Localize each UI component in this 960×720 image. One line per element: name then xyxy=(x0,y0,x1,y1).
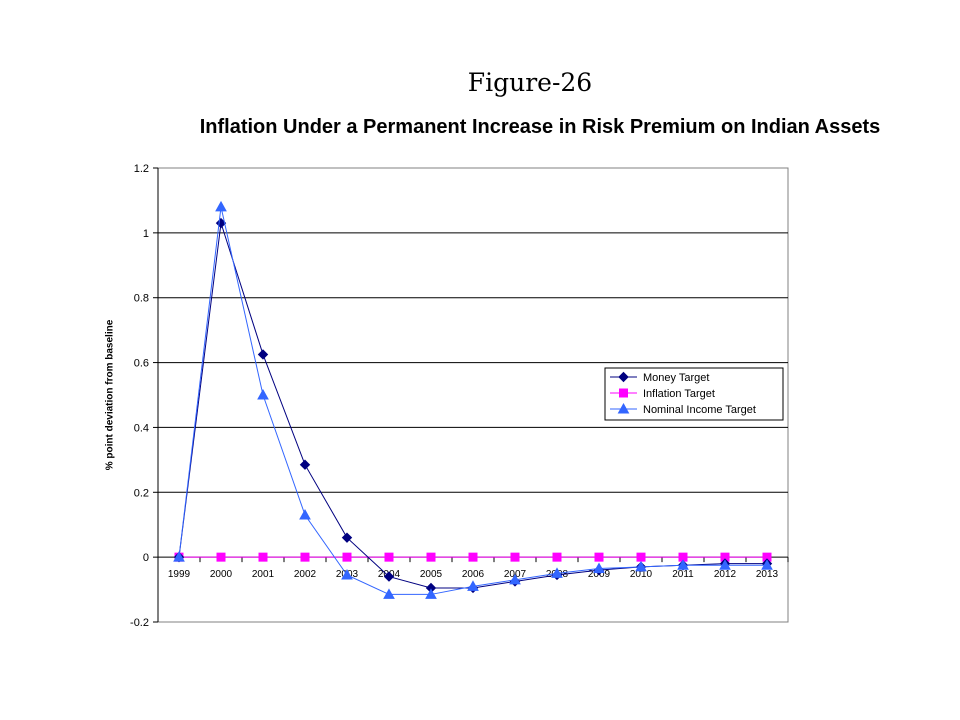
legend-label: Money Target xyxy=(643,372,709,384)
y-tick-label: 0.4 xyxy=(134,422,149,434)
data-point xyxy=(216,552,226,562)
x-tick-label: 2006 xyxy=(462,569,485,580)
x-tick-label: 1999 xyxy=(168,569,191,580)
data-point xyxy=(384,552,394,562)
data-point xyxy=(257,349,269,360)
data-point xyxy=(299,508,311,520)
x-tick-label: 2011 xyxy=(672,569,694,580)
data-point xyxy=(636,552,646,562)
x-tick-label: 2002 xyxy=(294,569,317,580)
series-inflation-target xyxy=(174,552,772,562)
data-point xyxy=(341,568,353,580)
data-point xyxy=(383,588,395,599)
data-point xyxy=(552,552,562,562)
figure-caption: Figure-26 xyxy=(467,68,593,97)
data-point xyxy=(594,552,604,562)
data-point xyxy=(618,371,629,383)
data-point xyxy=(425,588,437,599)
x-tick-label: 2013 xyxy=(756,569,779,580)
x-tick-label: 2005 xyxy=(420,569,443,580)
legend-label: Inflation Target xyxy=(643,388,715,400)
data-point xyxy=(593,562,605,573)
data-point xyxy=(635,560,647,572)
data-point xyxy=(509,573,521,585)
data-point xyxy=(258,552,268,562)
data-point xyxy=(299,459,311,470)
y-tick-label: 0 xyxy=(143,552,149,564)
data-point xyxy=(173,551,185,562)
y-tick-label: 0.8 xyxy=(134,293,149,305)
data-point xyxy=(383,571,395,582)
x-tick-label: 2012 xyxy=(714,569,737,580)
legend-label: Nominal Income Target xyxy=(643,404,756,416)
data-point xyxy=(467,580,479,591)
y-tick-label: 1 xyxy=(143,228,149,240)
data-point xyxy=(426,552,436,562)
data-point xyxy=(677,559,689,570)
x-tick-label: 2010 xyxy=(630,569,653,580)
data-point xyxy=(341,532,353,543)
y-tick-label: 0.2 xyxy=(134,487,149,499)
data-point xyxy=(215,200,227,212)
x-tick-label: 2001 xyxy=(252,569,275,580)
y-tick-label: -0.2 xyxy=(130,617,149,629)
y-tick-label: 0.6 xyxy=(134,358,149,370)
data-point xyxy=(761,559,773,570)
data-point xyxy=(300,552,310,562)
data-point xyxy=(257,388,269,400)
chart-title: Inflation Under a Permanent Increase in … xyxy=(199,116,881,138)
series-nominal-income-target xyxy=(173,200,773,599)
data-point xyxy=(342,552,352,562)
y-tick-label: 1.2 xyxy=(134,163,149,175)
data-point xyxy=(510,552,520,562)
data-point xyxy=(719,559,731,570)
data-point xyxy=(551,567,563,578)
data-point xyxy=(468,552,478,562)
x-tick-label: 2000 xyxy=(210,569,233,580)
data-point xyxy=(619,388,628,398)
data-point xyxy=(617,402,630,414)
